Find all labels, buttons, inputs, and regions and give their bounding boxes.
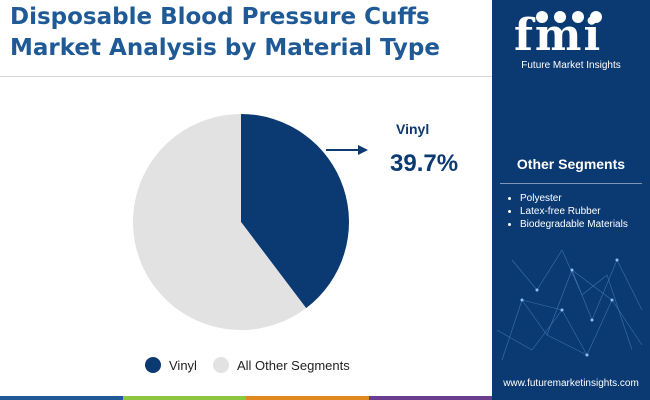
side-panel: fmi Future Market Insights Other Segment… — [492, 0, 650, 400]
header-divider — [0, 76, 492, 77]
pie-slice-all-other-segments — [133, 114, 307, 330]
pie-chart — [133, 114, 368, 330]
legend-label-vinyl: Vinyl — [169, 358, 197, 373]
title-line-1: Disposable Blood Pressure Cuffs — [10, 4, 430, 30]
logo-subtitle: Future Market Insights — [521, 60, 621, 71]
bar-segment-blue — [0, 396, 123, 400]
segment-item: Latex-free Rubber — [520, 205, 628, 218]
legend-swatch-other — [213, 357, 229, 373]
other-segments-list: Polyester Latex-free Rubber Biodegradabl… — [506, 192, 628, 231]
callout-label: Vinyl — [396, 121, 430, 137]
bar-segment-orange — [246, 396, 369, 400]
callout-value: 39.7% — [390, 150, 459, 177]
legend-swatch-vinyl — [145, 357, 161, 373]
bar-segment-purple — [369, 396, 492, 400]
other-segments-title: Other Segments — [516, 156, 626, 172]
segment-item: Biodegradable Materials — [520, 218, 628, 231]
logo-dots-icon — [536, 10, 608, 28]
bottom-color-bar — [0, 396, 492, 400]
website-url: www.futuremarketinsights.com — [503, 378, 639, 389]
page-title: Disposable Blood Pressure Cuffs Market A… — [10, 2, 480, 64]
fmi-logo: fmi Future Market Insights — [510, 8, 632, 72]
segment-item: Polyester — [520, 192, 628, 205]
logo-wordmark: fmi — [514, 10, 603, 61]
other-segments-divider — [500, 183, 642, 184]
legend: Vinyl All Other Segments — [145, 355, 385, 375]
pie-slice-vinyl — [241, 114, 350, 309]
callout-arrow-icon — [358, 145, 368, 155]
legend-label-other: All Other Segments — [237, 358, 350, 373]
network-pattern-icon — [496, 249, 643, 361]
title-line-2: Market Analysis by Material Type — [10, 35, 440, 61]
bar-segment-green — [123, 396, 246, 400]
